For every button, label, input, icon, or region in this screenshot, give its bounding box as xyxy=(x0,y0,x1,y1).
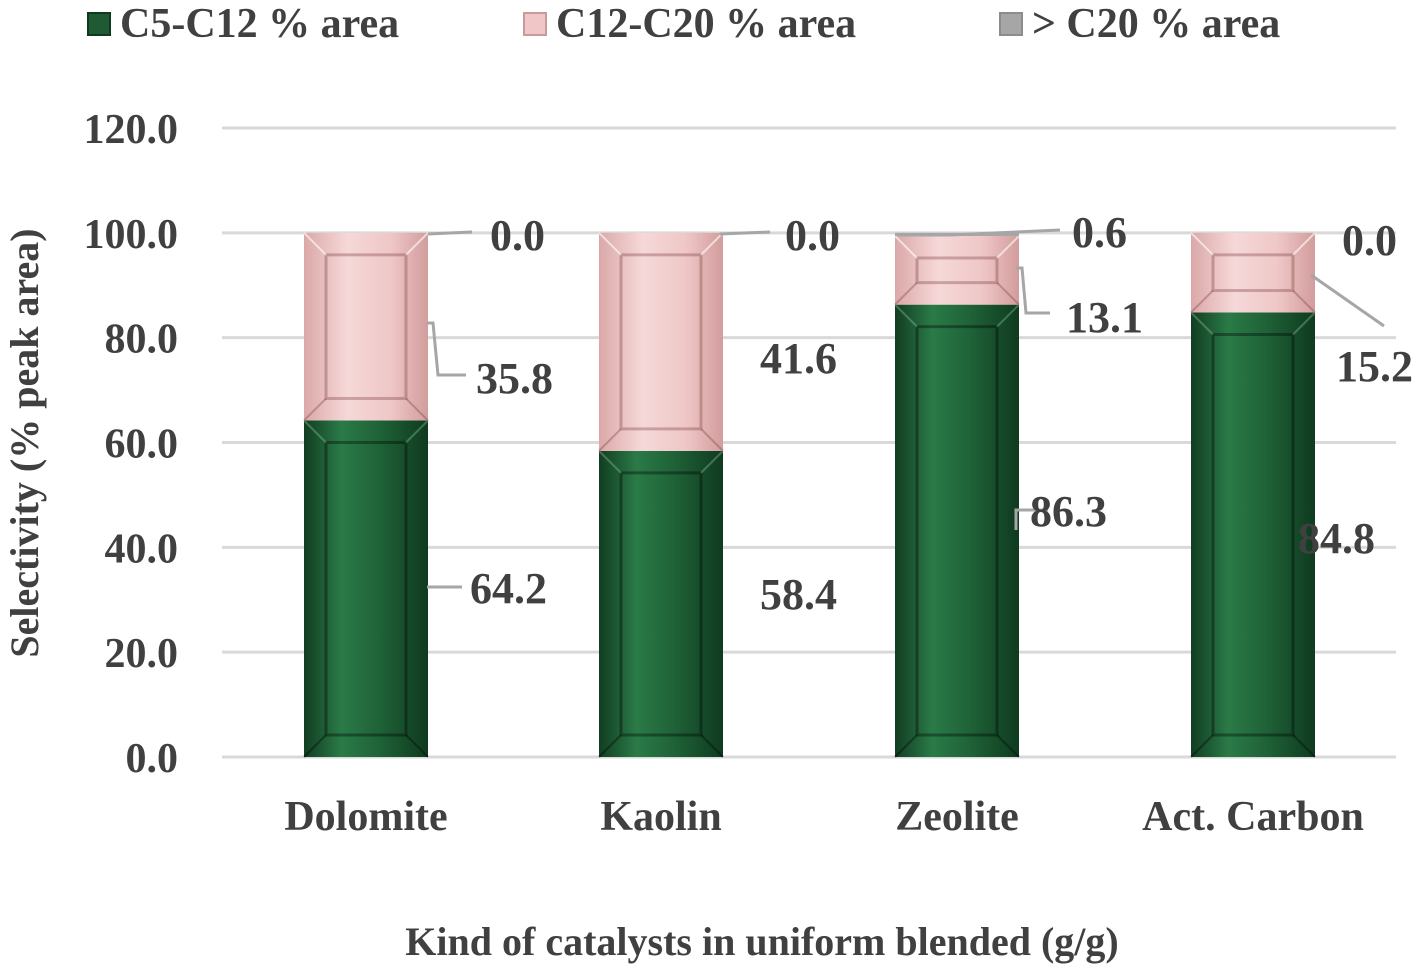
y-tick-label: 60.0 xyxy=(105,422,179,468)
leader-line xyxy=(719,230,771,236)
bars xyxy=(303,232,1316,758)
data-label-gt-c20: 0.6 xyxy=(1072,208,1127,257)
data-label-c12-c20: 15.2 xyxy=(1336,342,1413,391)
x-tick-label: Act. Carbon xyxy=(1142,794,1364,840)
data-label-c5-c12: 58.4 xyxy=(760,570,837,619)
y-tick-label: 40.0 xyxy=(105,526,179,572)
legend-swatch xyxy=(523,12,547,36)
y-tick-label: 20.0 xyxy=(105,631,179,677)
leader-line xyxy=(1014,508,1048,530)
bar-c12-c20-1 xyxy=(598,232,724,452)
data-label-c12-c20: 41.6 xyxy=(760,334,837,383)
data-label-c5-c12: 86.3 xyxy=(1030,487,1107,536)
legend-swatch xyxy=(87,12,111,36)
legend-item-c5-c12: C5-C12 % area xyxy=(87,1,399,47)
x-axis-ticks: Dolomite Kaolin Zeolite Act. Carbon xyxy=(284,794,1363,840)
y-tick-label: 100.0 xyxy=(84,212,179,258)
legend: C5-C12 % area C12-C20 % area > C20 % area xyxy=(87,1,1280,47)
bar-c5-c12-2 xyxy=(894,303,1020,758)
leader-line xyxy=(898,228,1061,237)
leader-line xyxy=(1310,273,1385,328)
bar-c5-c12-1 xyxy=(598,450,724,758)
data-label-c5-c12: 64.2 xyxy=(470,564,547,613)
data-label-gt-c20: 0.0 xyxy=(785,211,840,260)
legend-item-gt-c20: > C20 % area xyxy=(999,1,1280,47)
x-tick-label: Kaolin xyxy=(600,794,721,840)
data-label-c5-c12: 84.8 xyxy=(1298,514,1375,563)
data-label-gt-c20: 0.0 xyxy=(490,211,545,260)
x-tick-label: Zeolite xyxy=(895,794,1019,840)
legend-label: > C20 % area xyxy=(1032,1,1280,47)
leader-line xyxy=(427,230,473,236)
bar-c12-c20-3 xyxy=(1190,232,1316,314)
data-label-gt-c20: 0.0 xyxy=(1342,216,1397,265)
y-tick-label: 0.0 xyxy=(126,736,179,782)
legend-label: C5-C12 % area xyxy=(120,1,399,47)
y-tick-label: 80.0 xyxy=(105,317,179,363)
leader-line xyxy=(1016,266,1050,315)
legend-swatch xyxy=(999,12,1023,36)
y-axis-title: Selectivity (% peak area) xyxy=(2,228,47,657)
x-axis-title: Kind of catalysts in uniform blended (g/… xyxy=(405,919,1118,964)
data-label-c12-c20: 13.1 xyxy=(1066,293,1143,342)
data-labels: 64.2 58.4 86.3 84.8 35.8 41.6 13.1 15.2 0.0 0.0 0.… xyxy=(427,208,1413,619)
bar-c12-c20-2 xyxy=(894,235,1020,306)
y-tick-label: 120.0 xyxy=(84,107,179,153)
legend-item-c12-c20: C12-C20 % area xyxy=(523,1,856,47)
leader-line xyxy=(427,321,466,377)
bar-c12-c20-0 xyxy=(303,232,429,422)
legend-label: C12-C20 % area xyxy=(556,1,856,47)
x-tick-label: Dolomite xyxy=(284,794,447,840)
bar-c5-c12-0 xyxy=(303,419,429,758)
y-axis-ticks: 0.0 20.0 40.0 60.0 80.0 100.0 120.0 xyxy=(84,107,179,782)
bar-c5-c12-3 xyxy=(1190,311,1316,758)
data-label-c12-c20: 35.8 xyxy=(476,354,553,403)
